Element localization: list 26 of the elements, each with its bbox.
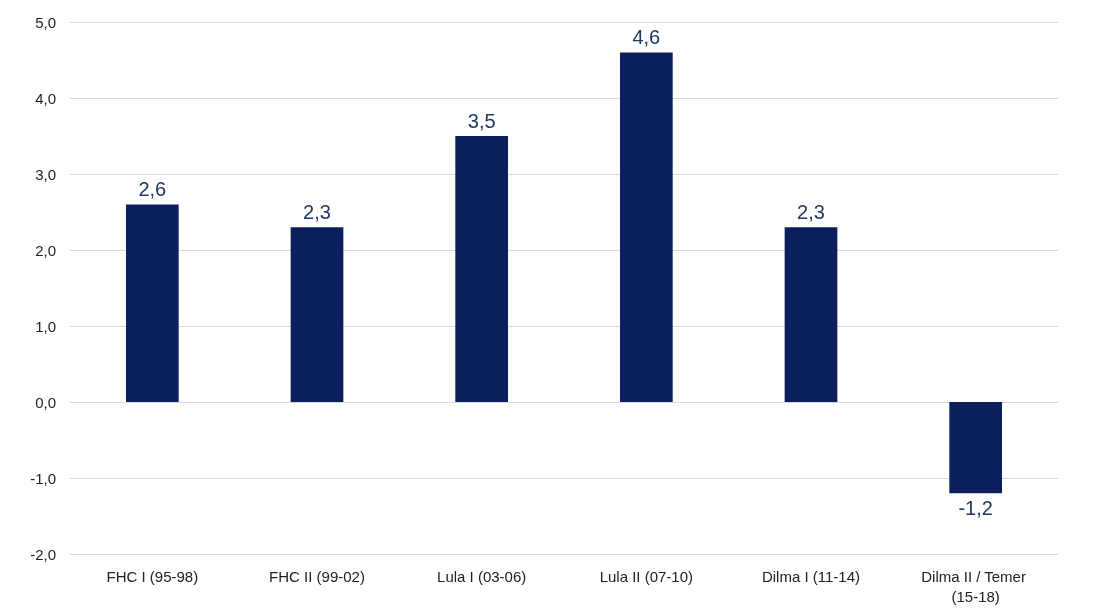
bar — [125, 204, 179, 402]
x-tick-label: Lula II (07-10) — [599, 567, 694, 585]
x-tick-label: FHC II (99-02) — [269, 567, 365, 585]
x-tick-label: FHC I (95-98) — [106, 567, 199, 585]
data-label: 2,3 — [303, 201, 331, 224]
x-tick-label: Dilma I (11-14) — [761, 567, 861, 585]
y-tick-label: 3,0 — [35, 165, 56, 183]
y-tick-label: 1,0 — [35, 317, 56, 335]
x-tick-label: Lula I (03-06) — [437, 567, 527, 585]
x-tick-label: Dilma II / Temer (15-18) — [921, 567, 1031, 605]
y-tick-label: 0,0 — [35, 393, 56, 411]
data-label: 2,3 — [797, 201, 825, 224]
data-label: 2,6 — [138, 178, 167, 201]
data-label: -1,2 — [958, 497, 993, 520]
bar — [619, 52, 673, 402]
data-label: 4,6 — [632, 26, 661, 49]
y-tick-label: 5,0 — [35, 13, 56, 31]
y-tick-label: 2,0 — [35, 241, 56, 259]
bar — [949, 402, 1003, 494]
bar — [784, 227, 838, 402]
y-tick-label: -1,0 — [30, 469, 56, 487]
bar — [455, 136, 509, 402]
bar — [290, 227, 344, 402]
y-tick-label: 4,0 — [35, 89, 56, 107]
y-tick-label: -2,0 — [30, 545, 56, 563]
data-label: 3,5 — [467, 110, 496, 132]
